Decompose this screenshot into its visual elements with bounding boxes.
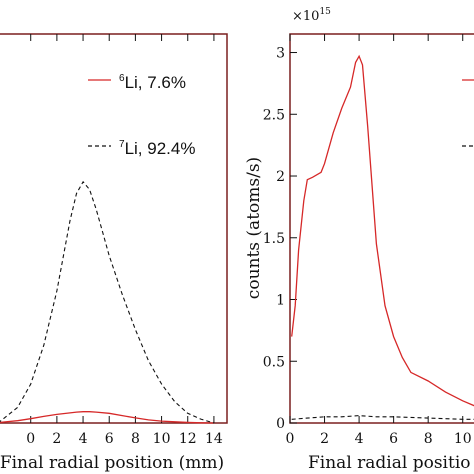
multiplier-exponent: 15 [319,7,331,17]
left-x-tick-label: 8 [131,431,140,447]
left-chart: 0 2 4 6 8 10 12 14 6Li, 7.6% 7Li, 92.4% Final r… [0,33,228,473]
left-series-line-1 [0,180,215,424]
right-y-tick-label: 2 [276,169,285,185]
right-multiplier: ×1015 [292,7,331,24]
legend-text-6li: Li, 7.6% [125,73,186,92]
right-y-tick-label: 1.5 [263,231,285,247]
right-y-tick-label: 0.5 [263,354,285,370]
left-x-tick-label: 2 [52,431,61,447]
left-x-tick-label: 0 [26,431,35,447]
left-x-tick-label: 6 [105,431,114,447]
right-axes-ticks: 0 2 4 6 8 10 0 0.5 1 1.5 2 2.5 3 [263,34,472,447]
right-series-line-1 [291,415,474,420]
right-x-tick-label: 6 [389,431,398,447]
right-legend-partial [462,79,474,147]
left-x-tick-label: 10 [153,431,171,447]
left-x-ticks: 0 2 4 6 8 10 12 14 [26,34,223,447]
right-y-tick-label: 3 [276,46,285,62]
left-x-tick-label: 12 [179,431,197,447]
right-y-tick-label: 2.5 [263,107,285,123]
legend-text-7li: Li, 92.4% [125,139,196,158]
legend-sup-7li: 7 [119,139,125,150]
left-series-line-0 [0,411,214,424]
left-x-tick-label: 4 [79,431,88,447]
legend-label-6li: 6Li, 7.6% [119,73,186,92]
multiplier-base: ×10 [292,9,319,24]
left-legend: 6Li, 7.6% 7Li, 92.4% [88,73,195,158]
right-series-line-0 [291,54,474,407]
right-x-tick-label: 10 [454,431,472,447]
left-series [0,180,215,424]
left-x-tick-label: 14 [205,431,223,447]
right-y-tick-label: 0 [276,416,285,432]
left-x-axis-label: Final radial position (mm) [0,453,224,473]
right-x-axis-label: Final radial positio [308,453,471,473]
right-x-tick-label: 8 [424,431,433,447]
left-plot-frame [0,33,228,424]
right-plot-frame [289,33,474,424]
right-x-tick-label: 4 [355,431,364,447]
right-series [291,54,474,420]
right-y-axis-label: counts (atoms/s) [244,157,264,299]
legend-label-7li: 7Li, 92.4% [119,139,195,158]
right-x-tick-label: 0 [286,431,295,447]
right-y-tick-label: 1 [276,293,285,309]
right-chart: 0 2 4 6 8 10 0 0.5 1 1.5 2 2.5 3 ×1015 counts (atoms… [244,7,474,473]
right-x-tick-label: 2 [320,431,329,447]
legend-sup-6li: 6 [119,73,125,84]
